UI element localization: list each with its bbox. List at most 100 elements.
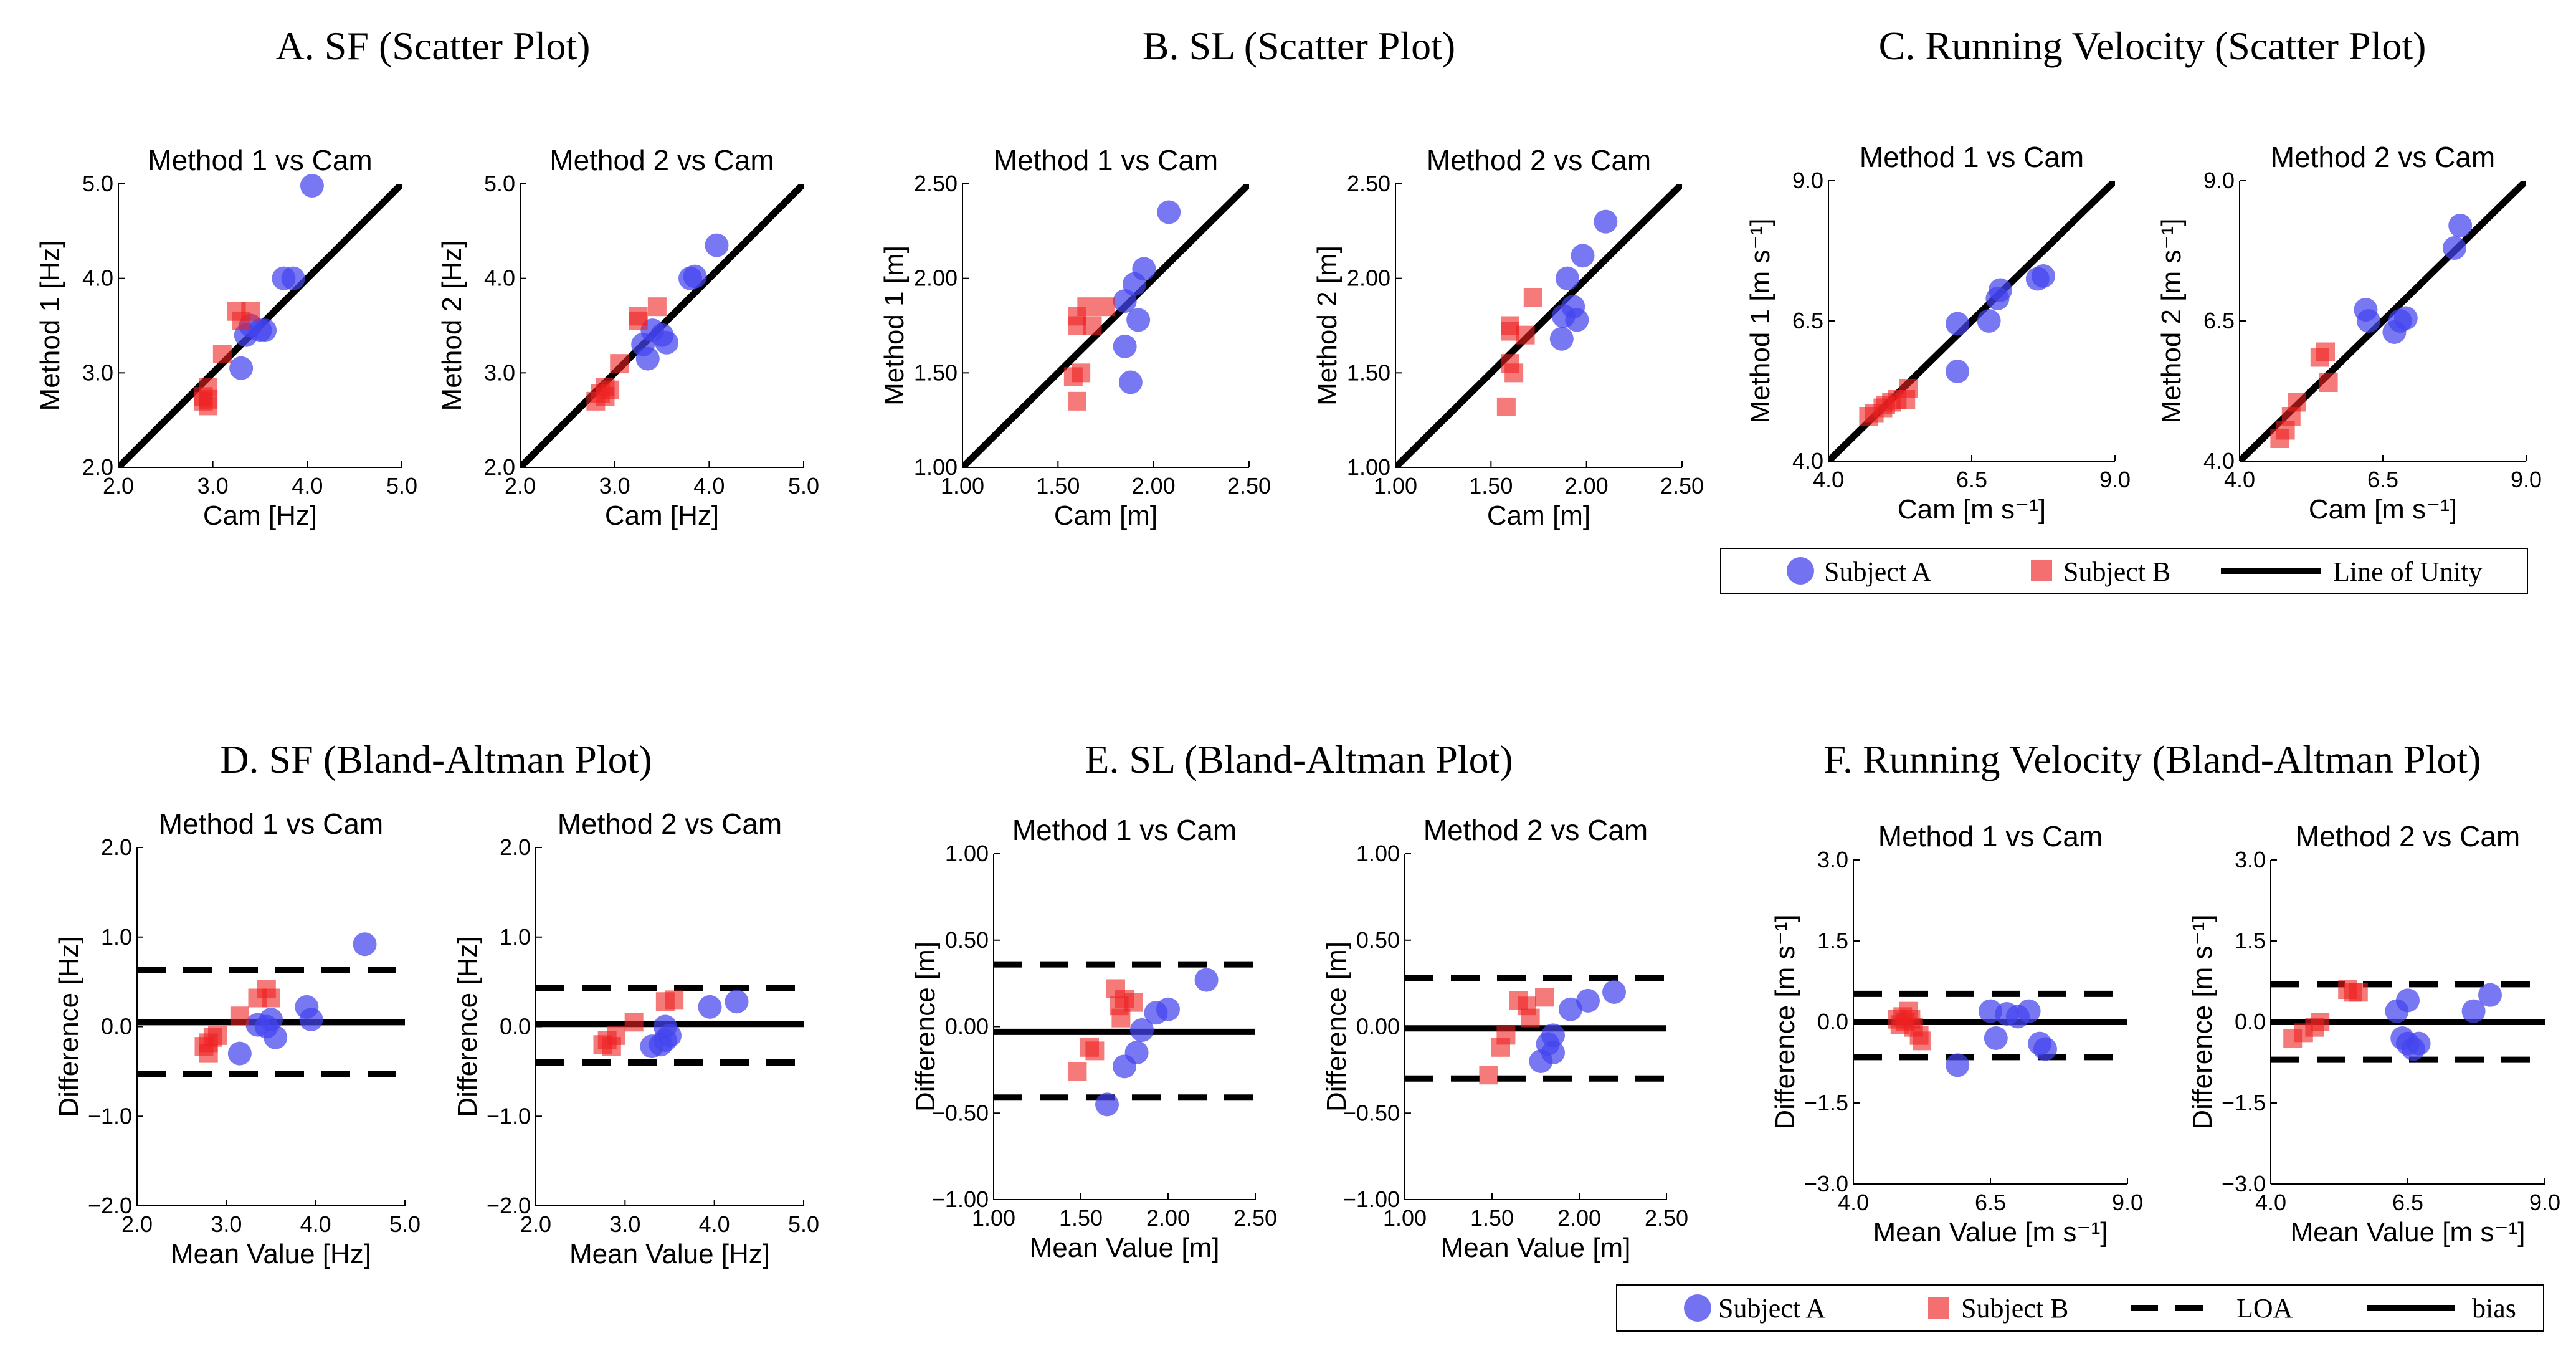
y-axis-label: Difference [Hz]	[54, 936, 84, 1117]
x-axis-label: Mean Value [Hz]	[171, 1239, 371, 1269]
point-subject-a	[1594, 209, 1618, 234]
x-tick-label: 2.00	[1132, 473, 1176, 499]
point-subject-b	[629, 311, 648, 330]
point-subject-b	[230, 1006, 249, 1026]
y-tick-label: 3.0	[2235, 847, 2266, 872]
y-tick-label: 6.5	[1792, 308, 1823, 333]
scatter-legend-box	[1720, 548, 2528, 594]
point-subject-a	[1979, 999, 2002, 1023]
point-subject-b	[1913, 1031, 1931, 1051]
point-subject-b	[1491, 1038, 1510, 1057]
point-subject-a	[1556, 266, 1579, 290]
point-subject-a	[1118, 370, 1143, 394]
panel-title: Method 1 vs Cam	[159, 808, 383, 840]
point-subject-a	[1126, 308, 1151, 332]
x-tick-label: 1.50	[1036, 473, 1080, 499]
point-subject-b	[2270, 429, 2289, 448]
x-tick-label: 6.5	[2367, 467, 2398, 492]
point-subject-a	[281, 266, 305, 290]
y-tick-label: 0.0	[500, 1014, 531, 1039]
panel-3-1: Method 2 vs Cam 2.0 3.0 4.0 5.0 −2.0 −1.0 0.0 1.…	[452, 808, 819, 1269]
panel-title: Method 1 vs Cam	[1878, 820, 2103, 852]
point-subject-b	[208, 1026, 227, 1045]
point-subject-b	[647, 297, 667, 317]
ba-legend-subject-a-marker	[1684, 1294, 1711, 1322]
point-subject-b	[596, 387, 615, 406]
point-subject-b	[1496, 397, 1516, 416]
unity-line	[1395, 184, 1682, 467]
x-tick-label: 4.0	[1838, 1190, 1869, 1215]
legend-unity-label: Line of Unity	[2333, 556, 2483, 587]
panel-title: Method 1 vs Cam	[1012, 814, 1237, 846]
point-subject-a	[1602, 980, 1626, 1004]
x-axis-label: Mean Value [m s⁻¹]	[2291, 1217, 2526, 1248]
point-subject-a	[300, 174, 324, 198]
x-tick-label: 3.0	[599, 473, 630, 499]
point-subject-a	[698, 995, 722, 1019]
ba-legend-loa-label: LOA	[2236, 1293, 2293, 1324]
x-tick-label: 3.0	[609, 1211, 640, 1237]
point-subject-b	[1504, 363, 1524, 383]
x-axis-label: Cam [Hz]	[203, 500, 317, 531]
point-subject-b	[1077, 297, 1096, 317]
ba-legend-subject-b-marker	[1928, 1297, 1949, 1319]
ba-legend-box	[1616, 1284, 2544, 1332]
point-subject-b	[2305, 1018, 2324, 1037]
point-subject-b	[232, 311, 251, 330]
y-tick-label: 4.0	[484, 265, 515, 291]
x-tick-label: 1.50	[1469, 473, 1513, 499]
point-subject-a	[1113, 334, 1137, 358]
y-tick-label: −1.00	[1343, 1186, 1400, 1212]
section-title-f: F. Running Velocity (Bland-Altman Plot)	[1824, 737, 2481, 781]
point-subject-a	[2396, 1031, 2420, 1056]
x-tick-label: 1.50	[1470, 1205, 1514, 1231]
x-tick-label: 3.0	[197, 473, 229, 499]
point-subject-b	[1085, 1041, 1105, 1061]
y-tick-label: 2.00	[914, 265, 958, 291]
plot-area	[1405, 975, 1666, 1082]
point-subject-b	[1063, 367, 1083, 386]
point-subject-a	[1194, 968, 1219, 992]
point-subject-a	[1549, 327, 1574, 351]
x-tick-label: 4.0	[693, 473, 725, 499]
point-subject-b	[1068, 391, 1086, 411]
y-tick-label: 2.0	[500, 834, 531, 860]
point-subject-a	[1977, 309, 2001, 333]
y-tick-label: −1.00	[932, 1186, 989, 1212]
y-tick-label: 9.0	[1792, 168, 1823, 193]
point-subject-b	[1535, 988, 1554, 1007]
y-axis-label: Difference [m]	[910, 942, 941, 1112]
y-tick-label: −1.0	[88, 1103, 132, 1129]
y-axis-label: Method 1 [m]	[879, 246, 910, 406]
x-axis-label: Mean Value [m]	[1441, 1233, 1631, 1263]
y-tick-label: 5.0	[484, 171, 515, 196]
point-subject-a	[1095, 1092, 1119, 1117]
ba-legend: Subject A Subject B LOA bias	[1616, 1284, 2544, 1332]
plot-area	[962, 184, 1249, 467]
y-axis-label: Difference [m]	[1321, 942, 1352, 1112]
point-subject-a	[1565, 308, 1589, 332]
panel-title: Method 2 vs Cam	[549, 144, 774, 176]
y-tick-label: −2.0	[487, 1193, 531, 1218]
x-axis-label: Cam [Hz]	[605, 500, 719, 531]
point-subject-b	[610, 354, 629, 373]
y-tick-label: 4.0	[1792, 448, 1823, 474]
x-tick-label: 5.0	[788, 1211, 819, 1237]
x-tick-label: 1.00	[941, 473, 984, 499]
ba-legend-subject-a-label: Subject A	[1718, 1293, 1826, 1324]
y-axis-label: Method 1 [Hz]	[35, 241, 65, 411]
x-tick-label: 3.0	[211, 1211, 242, 1237]
point-subject-a	[2443, 236, 2466, 260]
x-tick-label: 5.0	[386, 473, 417, 499]
x-tick-label: 9.0	[2099, 467, 2131, 492]
point-subject-a	[1559, 997, 1582, 1021]
point-subject-a	[2448, 214, 2473, 237]
point-subject-a	[1984, 1026, 2008, 1050]
point-subject-a	[264, 1025, 288, 1049]
point-subject-a	[353, 932, 377, 957]
point-subject-a	[635, 346, 660, 371]
x-tick-label: 1.00	[972, 1205, 1015, 1231]
ba-legend-bias-label: bias	[2472, 1293, 2516, 1324]
x-axis-label: Cam [m s⁻¹]	[2309, 494, 2457, 525]
panel-title: Method 1 vs Cam	[1860, 141, 2084, 173]
